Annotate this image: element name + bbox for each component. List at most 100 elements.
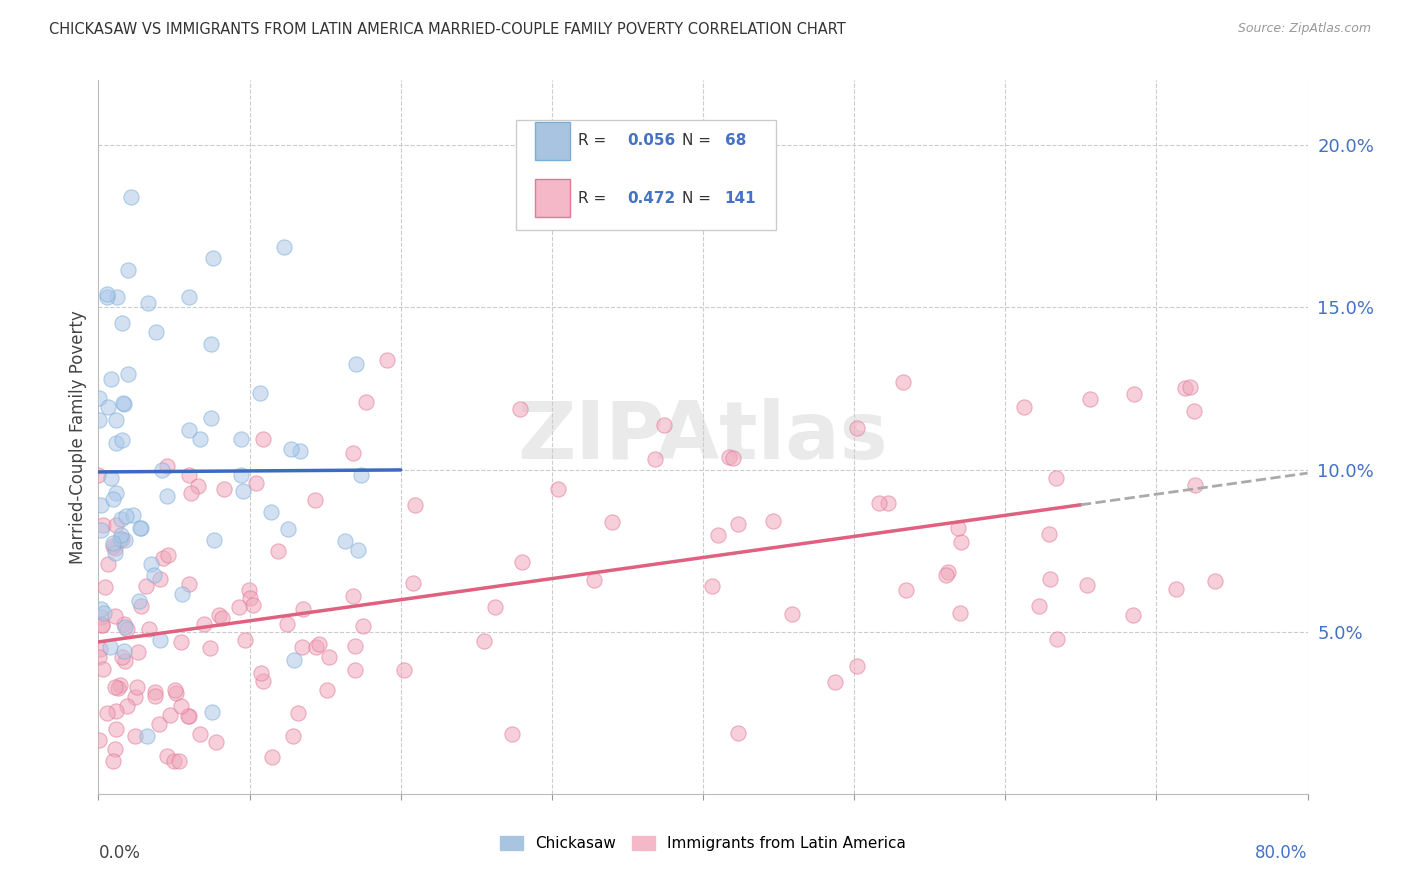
Point xyxy=(148,717,170,731)
Point xyxy=(87,649,110,664)
Point xyxy=(1182,403,1205,417)
Point xyxy=(89,391,111,405)
Point xyxy=(157,548,180,562)
Point xyxy=(600,515,623,529)
Point xyxy=(104,486,127,500)
Point xyxy=(780,607,803,621)
Point xyxy=(1045,471,1067,485)
Point xyxy=(188,727,211,741)
Point xyxy=(281,729,304,743)
Point xyxy=(936,566,959,580)
Point xyxy=(179,467,201,482)
Point xyxy=(138,622,160,636)
Point xyxy=(347,542,370,557)
Legend: Chickasaw, Immigrants from Latin America: Chickasaw, Immigrants from Latin America xyxy=(495,830,911,857)
Point xyxy=(333,533,356,548)
Point xyxy=(114,654,136,668)
Point xyxy=(305,640,328,654)
Point xyxy=(170,635,193,649)
Point xyxy=(136,729,159,743)
Point xyxy=(150,462,173,476)
Point xyxy=(110,511,132,525)
Point xyxy=(1122,387,1144,401)
Point xyxy=(276,617,298,632)
Point xyxy=(90,499,112,513)
Point xyxy=(233,632,256,647)
Text: 68: 68 xyxy=(724,134,747,148)
Point xyxy=(104,546,127,560)
Point xyxy=(90,601,112,615)
Point xyxy=(91,662,114,676)
Point xyxy=(179,290,201,304)
Point xyxy=(877,496,900,510)
Point xyxy=(200,411,222,425)
Point xyxy=(165,686,187,700)
Point xyxy=(125,680,148,694)
Point xyxy=(90,610,112,624)
Point xyxy=(727,516,749,531)
Point xyxy=(201,705,224,719)
Point xyxy=(111,316,134,330)
Point xyxy=(177,423,200,437)
Point xyxy=(949,606,972,620)
Point xyxy=(1178,380,1201,394)
Point xyxy=(91,517,114,532)
Point xyxy=(280,442,302,456)
Point xyxy=(252,673,274,688)
Point xyxy=(103,755,125,769)
Point xyxy=(846,421,869,435)
Point xyxy=(402,575,425,590)
Point xyxy=(1184,478,1206,492)
Point xyxy=(110,528,132,542)
Point xyxy=(129,521,152,535)
Point xyxy=(107,681,129,696)
Text: N =: N = xyxy=(682,134,716,148)
Point xyxy=(136,296,159,310)
FancyBboxPatch shape xyxy=(516,120,776,230)
Point xyxy=(159,708,181,723)
Point xyxy=(273,240,295,254)
Point xyxy=(1038,527,1060,541)
Point xyxy=(156,749,179,764)
Point xyxy=(723,450,745,465)
Point xyxy=(156,489,179,503)
Point xyxy=(212,483,235,497)
Point xyxy=(356,395,378,409)
Point xyxy=(510,555,533,569)
FancyBboxPatch shape xyxy=(534,121,569,161)
Point xyxy=(111,650,134,665)
Point xyxy=(105,518,128,533)
Point xyxy=(111,532,134,546)
Point xyxy=(644,451,666,466)
Point xyxy=(718,450,741,464)
Point xyxy=(375,352,398,367)
Point xyxy=(104,609,127,624)
Point xyxy=(193,617,215,632)
Point xyxy=(344,639,367,653)
Point xyxy=(316,683,339,698)
Point xyxy=(127,645,149,659)
Point xyxy=(208,608,231,623)
Point xyxy=(202,251,225,265)
Point xyxy=(249,665,271,680)
Point xyxy=(845,659,868,673)
Point xyxy=(128,594,150,608)
Text: R =: R = xyxy=(578,134,612,148)
Point xyxy=(342,446,364,460)
Point xyxy=(115,699,138,714)
Point xyxy=(343,663,366,677)
Point xyxy=(392,663,415,677)
Point xyxy=(117,622,139,636)
Point xyxy=(112,644,135,658)
Point xyxy=(91,618,114,632)
Point xyxy=(352,619,374,633)
Point xyxy=(180,486,202,500)
Point xyxy=(277,522,299,536)
Point xyxy=(152,551,174,566)
Point xyxy=(727,725,749,739)
Point xyxy=(547,482,569,496)
Point xyxy=(112,397,135,411)
Point xyxy=(97,558,120,572)
Point xyxy=(707,528,730,542)
Point xyxy=(89,641,111,656)
